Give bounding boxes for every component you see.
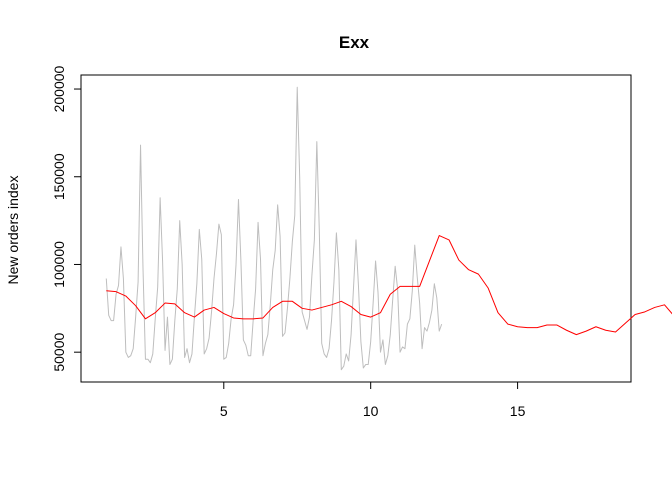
y-tick-label: 200000 [51,65,67,112]
plot-frame [80,74,632,383]
y-axis-label: New orders index [5,176,21,285]
y-tick-label: 150000 [51,153,67,200]
y-axis: 50000 100000 150000 200000 [51,65,82,372]
y-tick-label: 100000 [51,241,67,288]
series-layer [105,86,672,371]
chart-title: Exx [339,33,370,52]
y-tick-label: 50000 [51,333,67,372]
x-tick-label: 5 [220,403,228,419]
series-line-2 [106,235,672,336]
series-line-1 [105,86,443,371]
x-axis: 5 10 15 [220,381,526,419]
x-tick-label: 15 [510,403,526,419]
x-tick-label: 10 [363,403,379,419]
